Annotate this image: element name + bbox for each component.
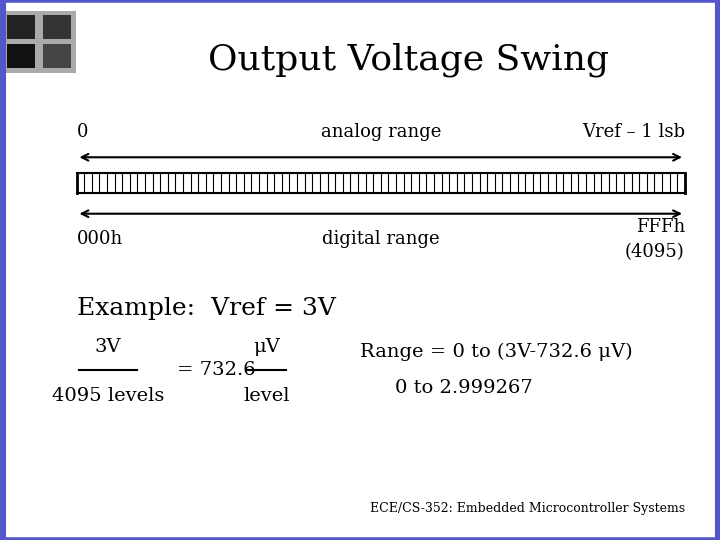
Text: = 732.6: = 732.6	[177, 361, 261, 379]
Text: analog range: analog range	[320, 123, 441, 140]
Text: Output Voltage Swing: Output Voltage Swing	[208, 43, 609, 77]
Text: level: level	[243, 387, 290, 405]
Bar	[43, 44, 71, 68]
Text: FFFh: FFFh	[636, 218, 685, 235]
Text: Vref – 1 lsb: Vref – 1 lsb	[582, 123, 685, 140]
Text: 000h: 000h	[76, 231, 123, 248]
Bar	[43, 15, 71, 39]
Text: 0 to 2.999267: 0 to 2.999267	[395, 379, 532, 397]
Text: Example:  Vref = 3V: Example: Vref = 3V	[76, 297, 336, 320]
Text: ECE/CS-352: Embedded Microcontroller Systems: ECE/CS-352: Embedded Microcontroller Sys…	[370, 502, 685, 515]
Bar	[7, 15, 35, 39]
Text: μV: μV	[253, 338, 280, 356]
Text: digital range: digital range	[322, 231, 439, 248]
Bar	[7, 44, 35, 68]
Text: Range = 0 to (3V-732.6 μV): Range = 0 to (3V-732.6 μV)	[360, 343, 633, 361]
Text: 4095 levels: 4095 levels	[52, 387, 164, 405]
Text: 3V: 3V	[94, 338, 121, 356]
Text: (4095): (4095)	[625, 243, 685, 261]
Text: 0: 0	[76, 123, 88, 140]
